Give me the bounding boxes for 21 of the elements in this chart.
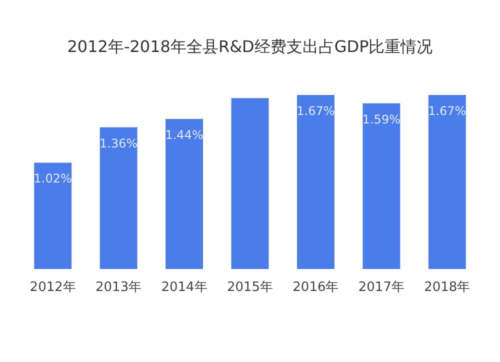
data-label: 1.36% xyxy=(100,136,138,150)
x-tick-label: 2014年 xyxy=(161,280,208,295)
x-tick-label: 2018年 xyxy=(424,280,470,295)
data-label: 1.59% xyxy=(362,112,400,126)
bar xyxy=(428,95,466,269)
bar xyxy=(166,118,204,269)
data-label: 1.67% xyxy=(428,104,466,118)
chart-title: 2012年-2018年全县R&D经费支出占GDP比重情况 xyxy=(67,37,433,56)
x-tick-label: 2016年 xyxy=(292,280,339,295)
x-tick-label: 2015年 xyxy=(226,280,274,295)
x-tick-label: 2013年 xyxy=(96,280,142,295)
bar xyxy=(362,103,400,269)
x-tick-label: 2017年 xyxy=(358,280,404,295)
bar xyxy=(231,98,269,269)
data-label: 1.02% xyxy=(34,172,72,186)
data-label: 1.44% xyxy=(165,128,204,142)
bar xyxy=(296,95,334,269)
x-tick-label: 2012年 xyxy=(30,280,76,295)
data-label: 1.67% xyxy=(296,104,335,118)
bar xyxy=(100,127,138,269)
bar xyxy=(34,162,72,269)
